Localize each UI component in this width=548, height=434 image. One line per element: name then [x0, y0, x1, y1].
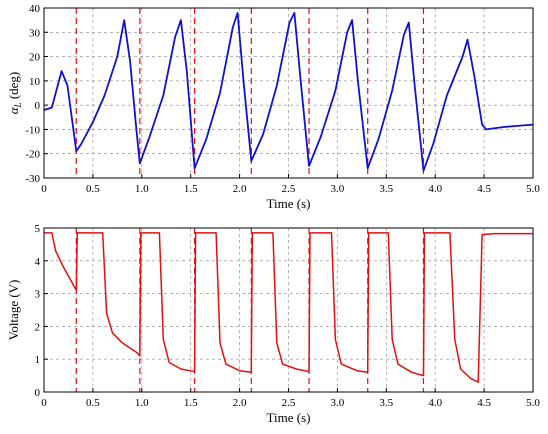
angle-x-tick-label: 1.0	[135, 183, 149, 195]
angle-chart-grid	[44, 8, 533, 178]
voltage-y-tick-label: 1	[35, 354, 41, 366]
voltage-y-tick-label: 5	[35, 223, 41, 235]
angle-x-tick-label: 4.0	[428, 183, 442, 195]
voltage-y-tick-label: 0	[35, 387, 41, 399]
angle-chart-event-lines	[75, 8, 425, 178]
voltage-chart: 0 0.5 1.0 1.5 2.0 2.5 3.0 3.5 4.0 4.5 5.0 0 1 2 3 4 5 T…	[6, 223, 540, 425]
angle-x-tick-label: 3.5	[379, 183, 393, 195]
angle-chart-y-ticks: -30 -20 -10 0 10 20 30 40	[25, 3, 48, 185]
voltage-y-tick-label: 4	[35, 256, 41, 268]
angle-y-tick-label: -10	[25, 124, 40, 136]
voltage-x-tick-label: 4.0	[428, 397, 442, 409]
voltage-x-tick-label: 2.5	[282, 397, 296, 409]
angle-y-label-symbol: α	[6, 106, 21, 114]
voltage-chart-event-lines	[75, 228, 425, 392]
voltage-x-tick-label: 2.0	[233, 397, 247, 409]
voltage-x-tick-label: 5.0	[526, 397, 540, 409]
angle-y-tick-label: -30	[25, 173, 40, 185]
angle-chart-x-label: Time (s)	[267, 196, 311, 211]
angle-chart: 0 0.5 1.0 1.5 2.0 2.5 3.0 3.5 4.0 4.5 5.0 -30 -20 -1…	[6, 3, 540, 211]
angle-chart-y-label: αL (deg)	[6, 72, 23, 115]
angle-chart-x-ticks: 0 0.5 1.0 1.5 2.0 2.5 3.0 3.5 4.0 4.5 5.0	[41, 174, 540, 195]
angle-x-tick-label: 1.5	[184, 183, 198, 195]
angle-y-label-unit: (deg)	[6, 72, 21, 103]
voltage-y-tick-label: 3	[35, 289, 41, 301]
angle-y-tick-label: 20	[29, 52, 41, 64]
voltage-x-tick-label: 3.5	[379, 397, 393, 409]
voltage-x-tick-label: 0.5	[86, 397, 100, 409]
angle-y-tick-label: 10	[29, 76, 41, 88]
voltage-x-tick-label: 3.0	[331, 397, 345, 409]
angle-y-tick-label: -20	[25, 149, 40, 161]
angle-x-tick-label: 4.5	[477, 183, 491, 195]
voltage-chart-x-label: Time (s)	[267, 410, 311, 425]
angle-series-line	[43, 12, 534, 172]
angle-x-tick-label: 3.0	[331, 183, 345, 195]
voltage-chart-x-ticks: 0 0.5 1.0 1.5 2.0 2.5 3.0 3.5 4.0 4.5 5.0	[41, 388, 540, 409]
angle-x-tick-label: 2.0	[233, 183, 247, 195]
angle-x-tick-label: 5.0	[526, 183, 540, 195]
voltage-series-line	[44, 232, 533, 383]
voltage-x-tick-label: 4.5	[477, 397, 491, 409]
voltage-x-tick-label: 0	[41, 397, 47, 409]
angle-x-tick-label: 0	[41, 183, 47, 195]
angle-y-tick-label: 30	[29, 27, 41, 39]
angle-y-label-subscript: L	[13, 102, 23, 108]
voltage-chart-y-ticks: 0 1 2 3 4 5	[35, 223, 48, 399]
angle-x-tick-label: 0.5	[86, 183, 100, 195]
angle-y-tick-label: 40	[29, 3, 41, 15]
angle-y-tick-label: 0	[35, 100, 41, 112]
voltage-y-tick-label: 2	[35, 321, 41, 333]
voltage-x-tick-label: 1.5	[184, 397, 198, 409]
angle-x-tick-label: 2.5	[282, 183, 296, 195]
voltage-x-tick-label: 1.0	[135, 397, 149, 409]
voltage-chart-y-label: Voltage (V)	[6, 280, 21, 341]
